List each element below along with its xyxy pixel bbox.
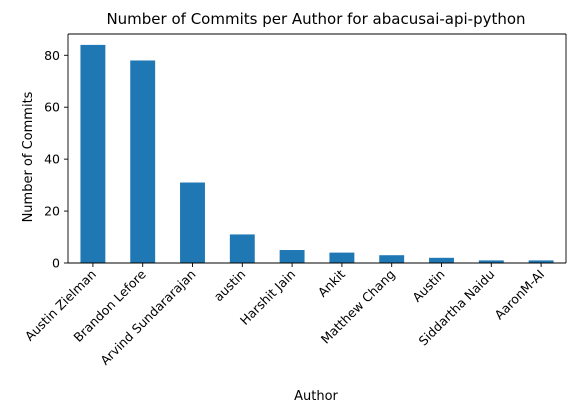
- y-tick-label: 0: [52, 256, 60, 271]
- x-axis-label: Author: [294, 389, 338, 404]
- x-tick-label: austin: [211, 267, 249, 305]
- y-tick-label: 20: [44, 204, 60, 219]
- bar: [379, 255, 405, 263]
- bar: [130, 60, 156, 264]
- bar: [180, 182, 205, 263]
- bar: [279, 250, 305, 263]
- bars-layer: [80, 44, 554, 264]
- bar: [329, 252, 355, 263]
- bar: [229, 234, 255, 263]
- y-tick-label: 40: [44, 152, 60, 167]
- chart-title: Number of Commits per Author for abacusa…: [106, 10, 525, 28]
- y-tick-label: 60: [44, 100, 60, 115]
- y-axis-label: Number of Commits: [21, 91, 36, 222]
- bar: [429, 257, 454, 263]
- y-tick-label: 80: [44, 48, 60, 63]
- x-tick-label: Ankit: [315, 266, 348, 299]
- bar: [528, 260, 554, 263]
- x-tick-label: Arvind Sundararajan: [97, 267, 198, 368]
- bar: [478, 260, 504, 263]
- x-tick-label: Austin: [409, 267, 447, 305]
- x-tick-label: AaronM-AI: [491, 267, 547, 323]
- bar: [80, 44, 106, 264]
